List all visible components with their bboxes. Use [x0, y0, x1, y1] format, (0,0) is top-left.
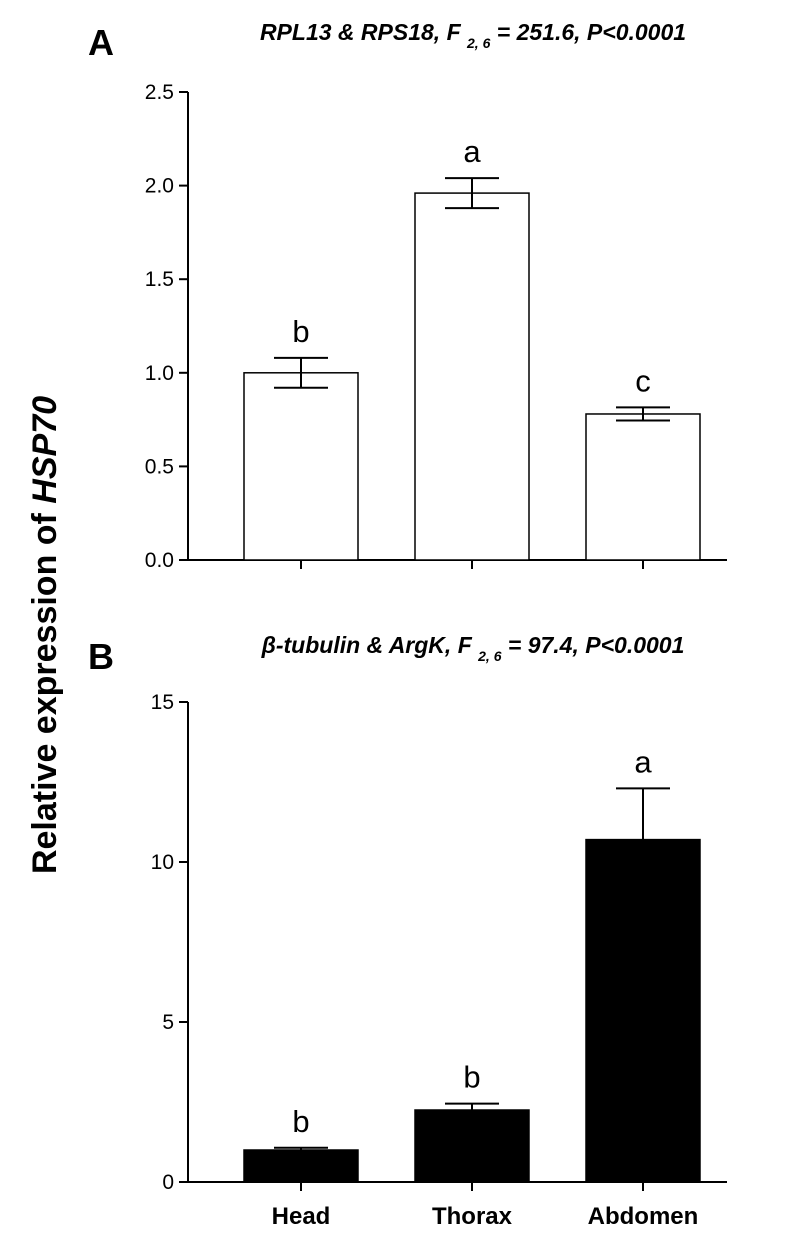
panel-a-y-tick-label: 0.5	[145, 455, 174, 478]
panel-b-significance-letter: a	[634, 744, 652, 779]
panel-a-bar-head	[243, 372, 359, 561]
y-axis-label: Relative expression of HSP70	[26, 396, 64, 874]
panel-a-y-tick-label: 2.0	[145, 175, 174, 198]
panel-a-significance-letter: c	[635, 363, 651, 398]
panel-b-bar-head	[243, 1149, 359, 1183]
panel-b-category-label: Abdomen	[588, 1203, 699, 1230]
panel-a-plot-area: 0.0 0.5 1.0 1.5 2.0 2.5 b a c	[145, 81, 727, 572]
panel-b: B β-tubulin & ArgK, F 2, 6 = 97.4, P<0.0…	[88, 632, 727, 1230]
panel-b-bar-abdomen	[585, 838, 701, 1183]
panel-a-title: RPL13 & RPS18, F 2, 6 = 251.6, P<0.0001	[260, 19, 686, 51]
panel-a-error-bar-head	[274, 356, 328, 389]
panel-b-error-bar-abdomen	[616, 787, 670, 840]
panel-a-significance-letter: a	[463, 134, 481, 169]
panel-a-y-tick-label: 0.0	[145, 549, 174, 572]
panel-b-significance-letter: b	[463, 1060, 480, 1095]
panel-b-significance-letter: b	[292, 1104, 309, 1139]
panel-a-bar-abdomen	[585, 413, 701, 561]
panel-b-bar-thorax	[414, 1109, 530, 1183]
panel-a-y-tick-label: 2.5	[145, 81, 174, 104]
panel-a-error-bar-abdomen	[616, 406, 670, 422]
panel-a-error-bar-thorax	[445, 177, 499, 210]
panel-b-y-tick-label: 15	[151, 691, 174, 714]
panel-a-y-tick-label: 1.0	[145, 362, 174, 385]
panel-a-significance-letter: b	[292, 314, 309, 349]
panel-a-bar-thorax	[414, 192, 530, 561]
panel-b-error-bar-head	[274, 1146, 328, 1150]
panel-b-error-bar-thorax	[445, 1102, 499, 1110]
panel-b-plot-area: 0 5 10 15 b Head b Thorax a Abdomen	[151, 691, 727, 1230]
panel-b-y-tick-label: 0	[162, 1171, 174, 1194]
panel-b-y-tick-label: 5	[162, 1011, 174, 1034]
panel-b-category-label: Thorax	[432, 1203, 513, 1230]
panel-b-category-label: Head	[272, 1203, 331, 1230]
panel-letter-b: B	[88, 636, 114, 677]
panel-b-y-tick-label: 10	[151, 851, 174, 874]
panel-letter-a: A	[88, 22, 114, 63]
panel-a-y-tick-label: 1.5	[145, 268, 174, 291]
panel-a: A RPL13 & RPS18, F 2, 6 = 251.6, P<0.000…	[88, 19, 727, 572]
panel-b-title: β-tubulin & ArgK, F 2, 6 = 97.4, P<0.000…	[261, 632, 685, 664]
